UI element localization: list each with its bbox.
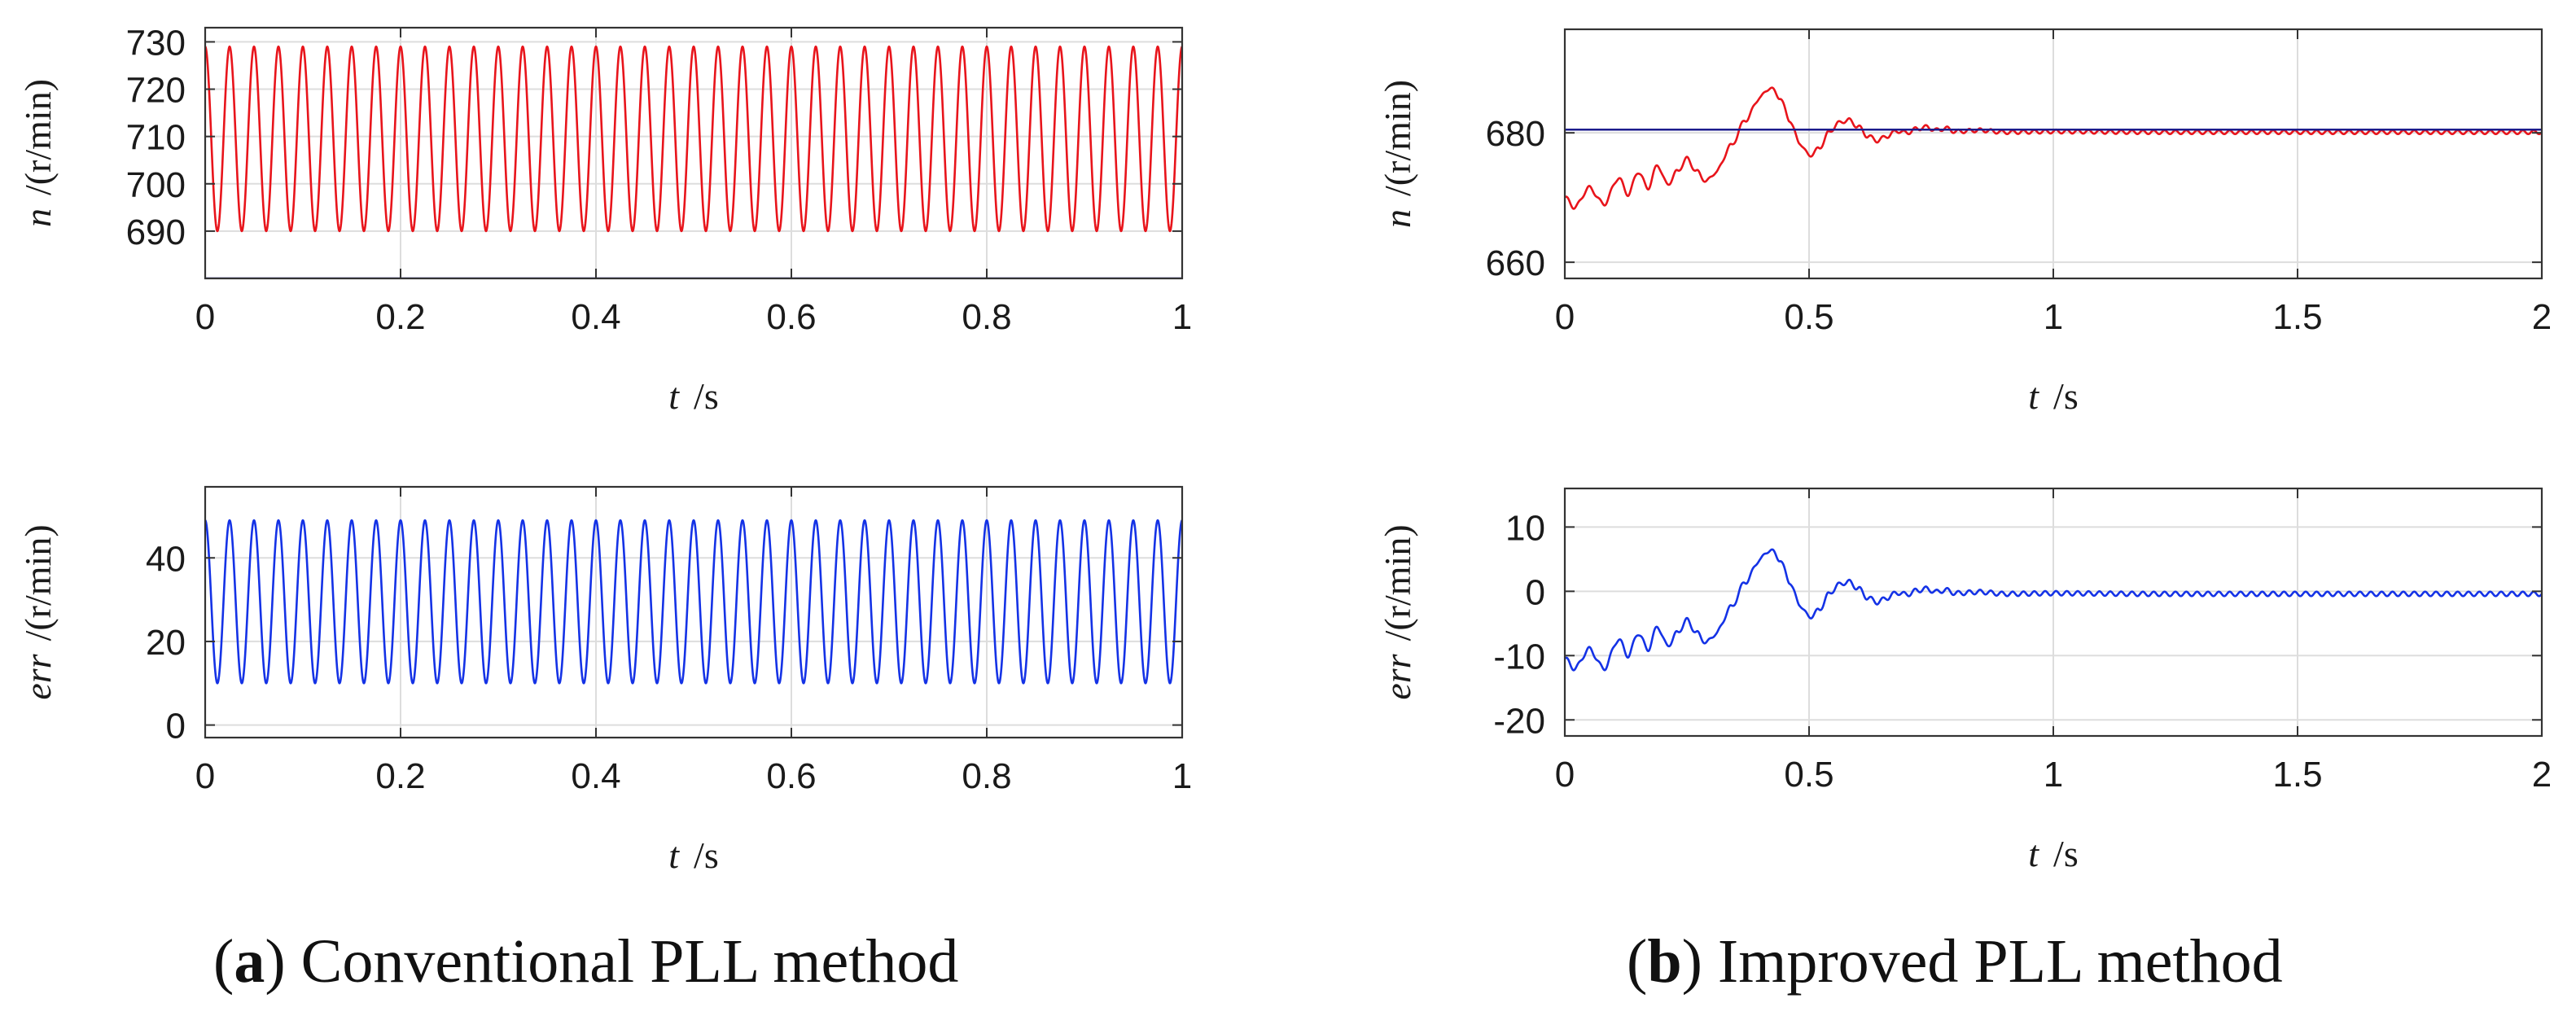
- x-axis-label-var: t: [668, 834, 680, 876]
- x-axis-label-unit: /s: [2053, 375, 2079, 417]
- x-tick-label-0: 0: [1555, 297, 1575, 337]
- y-tick-label-4: 730: [126, 23, 186, 63]
- y-tick-label-2: 0: [1526, 572, 1545, 612]
- caption-a: (a) Conventional PLL method: [213, 927, 959, 996]
- series-line-estimated-speed: [1565, 86, 2542, 210]
- series-line-estimated-speed: [205, 45, 1182, 233]
- x-tick-label-4: 2: [2532, 297, 2552, 337]
- x-tick-label-5: 1: [1172, 756, 1192, 796]
- x-tick-label-2: 0.4: [571, 297, 620, 337]
- y-tick-label-1: 20: [146, 623, 186, 663]
- series-line-speed-error: [1565, 548, 2542, 672]
- y-tick-label-2: 40: [146, 539, 186, 579]
- x-tick-label-4: 0.8: [962, 297, 1011, 337]
- y-tick-label-0: -20: [1493, 701, 1545, 741]
- y-axis-label: n /(r/min): [17, 79, 59, 227]
- x-tick-label-3: 1.5: [2272, 755, 2322, 795]
- x-tick-label-1: 0.5: [1784, 755, 1833, 795]
- y-axis-label-unit: /(r/min): [1377, 524, 1418, 641]
- x-tick-label-1: 0.2: [375, 297, 425, 337]
- x-axis-label: t/s: [2028, 833, 2078, 874]
- x-tick-label-4: 0.8: [962, 756, 1011, 796]
- plot-frame: [204, 485, 1184, 739]
- x-axis-label-unit: /s: [694, 375, 719, 417]
- plot-b-top: 0 0.5 1 1.5 2 660 680 t/s n /(r/min): [1377, 28, 2552, 417]
- y-tick-label-2: 710: [126, 118, 186, 158]
- x-tick-label-0: 0: [195, 297, 215, 337]
- caption-b: (b) Improved PLL method: [1627, 927, 2283, 996]
- y-axis-label-var: err: [17, 653, 59, 699]
- plot-frame: [204, 26, 1184, 280]
- y-tick-label-1: 680: [1486, 114, 1545, 154]
- caption-a-label: a: [234, 927, 265, 996]
- y-tick-label-0: 690: [126, 212, 186, 252]
- series-line-speed-error: [205, 519, 1182, 685]
- y-tick-label-3: 10: [1505, 508, 1545, 548]
- y-tick-label-1: 700: [126, 165, 186, 205]
- x-axis-label-var: t: [2028, 833, 2039, 874]
- x-tick-label-0: 0: [195, 756, 215, 796]
- x-tick-label-0: 0: [1555, 755, 1575, 795]
- y-axis-label-unit: /(r/min): [17, 79, 59, 195]
- x-axis-label-var: t: [668, 375, 680, 417]
- x-axis-label: t/s: [668, 375, 718, 417]
- plot-b-bottom: 0 0.5 1 1.5 2 -20 -10 0 10 t/s err /(r/min): [1377, 487, 2552, 874]
- y-axis-label-var: n: [1377, 209, 1418, 228]
- y-tick-label-1: -10: [1493, 637, 1545, 677]
- plot-area: [205, 28, 1182, 278]
- x-tick-label-2: 1: [2044, 297, 2063, 337]
- caption-b-label: b: [1647, 927, 1682, 996]
- y-axis-label-unit: /(r/min): [1377, 80, 1418, 196]
- caption-b-text: Improved PLL method: [1717, 927, 2283, 996]
- x-tick-label-3: 0.6: [766, 756, 816, 796]
- plot-area: [205, 487, 1182, 738]
- x-tick-label-4: 2: [2532, 755, 2552, 795]
- x-tick-label-2: 0.4: [571, 756, 620, 796]
- y-axis-label-unit: /(r/min): [17, 524, 59, 641]
- y-axis-label: n /(r/min): [1377, 80, 1418, 228]
- y-axis-label-var: n: [17, 208, 59, 227]
- y-axis-label-var: err: [1377, 653, 1418, 699]
- y-tick-label-0: 660: [1486, 243, 1545, 283]
- y-tick-label-3: 720: [126, 71, 186, 111]
- x-axis-label: t/s: [2028, 375, 2078, 417]
- x-tick-label-3: 1.5: [2272, 297, 2322, 337]
- x-tick-label-1: 0.2: [375, 756, 425, 796]
- x-tick-label-1: 0.5: [1784, 297, 1833, 337]
- y-axis-label: err /(r/min): [17, 524, 59, 699]
- plot-a-bottom: 0 0.2 0.4 0.6 0.8 1 0 20 40 t/s err /(r/min): [17, 485, 1192, 876]
- caption-a-text: Conventional PLL method: [300, 927, 959, 996]
- plot-a-top: 0 0.2 0.4 0.6 0.8 1 690 700 710 720 730 t/s n /(r/min…: [17, 23, 1192, 417]
- x-tick-label-2: 1: [2044, 755, 2063, 795]
- x-tick-label-3: 0.6: [766, 297, 816, 337]
- x-axis-label-var: t: [2028, 375, 2039, 417]
- y-tick-label-0: 0: [166, 707, 186, 747]
- x-axis-label-unit: /s: [2053, 833, 2079, 874]
- x-axis-label-unit: /s: [694, 834, 719, 876]
- y-axis-label: err /(r/min): [1377, 524, 1418, 699]
- x-tick-label-5: 1: [1172, 297, 1192, 337]
- x-axis-label: t/s: [668, 834, 718, 876]
